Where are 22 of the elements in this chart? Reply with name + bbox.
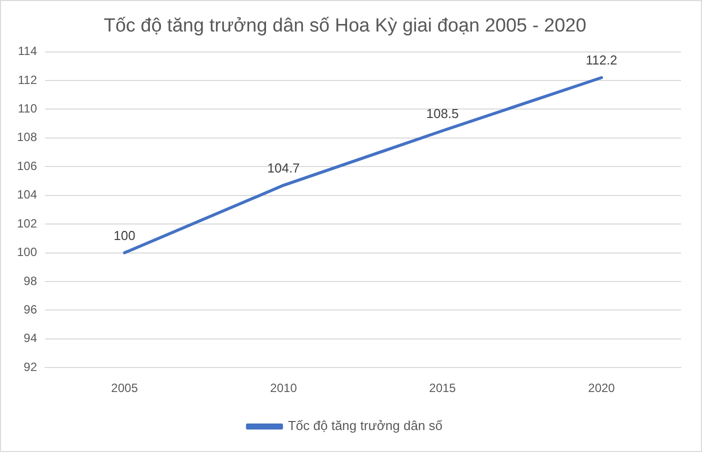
y-tick-label: 98 xyxy=(24,274,38,288)
data-label: 104.7 xyxy=(267,160,300,176)
x-tick-label: 2020 xyxy=(588,381,616,396)
y-tick-label: 114 xyxy=(18,44,38,58)
y-tick-label: 100 xyxy=(16,245,38,260)
y-tick-label: 106 xyxy=(16,158,38,173)
y-tick-label: 102 xyxy=(16,216,38,230)
legend-label: Tốc độ tăng trưởng dân số xyxy=(288,418,443,434)
data-label: 108.5 xyxy=(426,106,459,121)
y-tick-label: 92 xyxy=(24,360,38,374)
x-tick-label: 2015 xyxy=(429,381,456,396)
data-label: 112.2 xyxy=(586,52,618,68)
y-tick-label: 96 xyxy=(24,302,38,316)
chart-title: Tốc độ tăng trưởng dân số Hoa Kỳ giai đoạn 2005 - 2020 xyxy=(104,16,586,37)
x-tick-label: 2010 xyxy=(270,381,298,396)
y-tick-label: 94 xyxy=(24,331,38,346)
y-tick-label: 112 xyxy=(18,72,38,87)
data-label: 100 xyxy=(114,228,136,243)
y-tick-label: 110 xyxy=(18,102,38,116)
y-tick-label: 104 xyxy=(16,188,38,202)
y-tick-label: 108 xyxy=(16,130,38,144)
x-tick-label: 2005 xyxy=(111,381,138,396)
